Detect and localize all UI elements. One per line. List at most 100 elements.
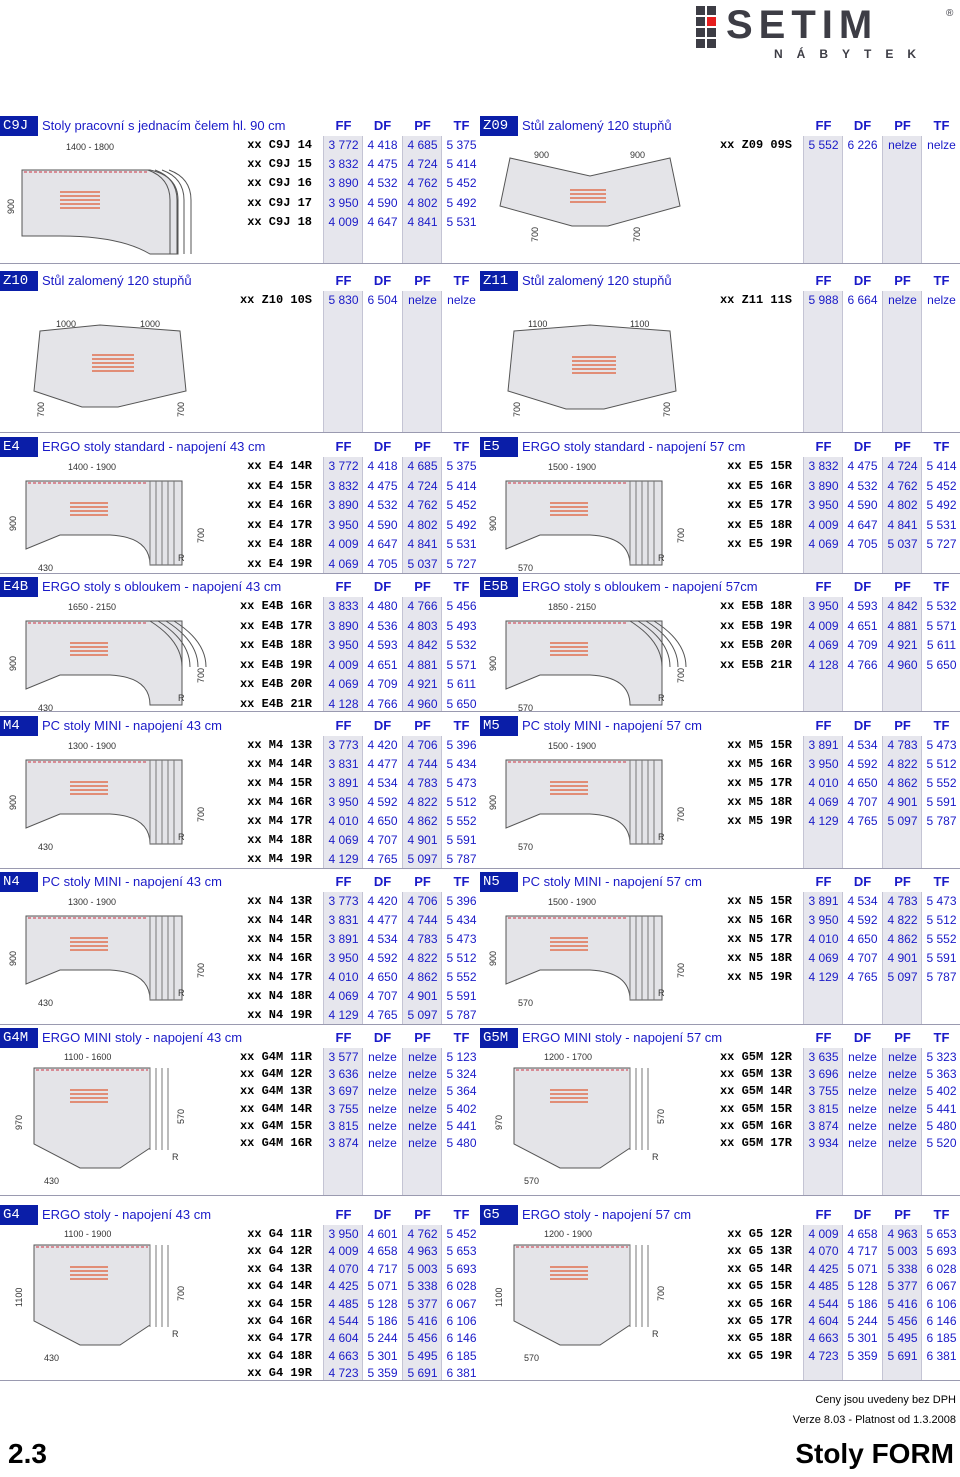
column-divider	[882, 736, 883, 869]
product-code: xx G4 19R	[247, 1366, 312, 1381]
price-cell: 4 783	[407, 932, 438, 946]
dimension-label: R	[658, 832, 665, 842]
price-column-shade	[804, 1048, 843, 1196]
section-border	[0, 573, 480, 574]
price-column-header: DF	[373, 579, 392, 594]
desk-diagram: 1200 - 1700 970 570 570 R	[494, 1052, 666, 1186]
price-cell: 3 815	[328, 1118, 359, 1133]
price-cell: nelze	[447, 293, 476, 307]
column-divider	[402, 892, 403, 1025]
price-cell: 3 697	[328, 1084, 359, 1099]
price-cell: 4 841	[887, 517, 918, 532]
price-cell: 5 377	[887, 1279, 918, 1294]
price-cell: 3 934	[808, 1136, 839, 1150]
price-column-header: TF	[933, 1030, 950, 1045]
product-code: xx G4M 11R	[239, 1050, 312, 1064]
price-row: xx E4B 16R 3 833 4 480 4 766 5 456	[0, 599, 480, 619]
product-code: xx N5 16R	[727, 913, 792, 927]
price-row: xx Z09 09S 5 552 6 226 nelze nelze	[480, 138, 960, 157]
price-cell: 5 097	[887, 814, 918, 828]
price-cell: 5 037	[407, 556, 438, 571]
product-code: xx G5M 12R	[719, 1050, 792, 1064]
column-divider	[323, 1225, 324, 1381]
price-row: xx E4 19R 4 069 4 705 5 037 5 727	[0, 557, 480, 577]
price-cell: 4 723	[808, 1348, 839, 1363]
product-code: xx G5 13R	[727, 1244, 792, 1259]
price-cell: 4 647	[847, 517, 878, 532]
price-cell: 5 003	[887, 1244, 918, 1259]
price-cell: 5 653	[926, 1227, 957, 1241]
section-header: N5 PC stoly MINI - napojení 57 cm FF DF PF TF	[480, 872, 960, 892]
dimension-label: 430	[38, 563, 53, 573]
price-column-header: DF	[853, 439, 872, 454]
product-code: xx E4B 19R	[239, 657, 312, 672]
price-row: xx N4 14R 3 831 4 477 4 744 5 434	[0, 913, 480, 932]
price-column-header: PF	[894, 579, 911, 594]
price-cell: 3 950	[328, 795, 359, 809]
price-cell: 3 950	[808, 757, 839, 771]
price-cell: 4 534	[847, 738, 878, 752]
section-e4b: E4B ERGO stoly s obloukem - napojení 43 c…	[0, 577, 480, 712]
price-cell: nelze	[888, 138, 917, 152]
product-code: xx M5 17R	[727, 776, 792, 790]
price-cell: 5 571	[446, 657, 477, 672]
price-row: xx M5 18R 4 069 4 707 4 901 5 591	[480, 795, 960, 814]
column-divider	[441, 736, 442, 869]
price-cell: 4 475	[367, 478, 398, 493]
price-cell: 5 186	[367, 1314, 398, 1328]
price-cell: 6 067	[926, 1279, 957, 1294]
price-cell: 5 071	[367, 1279, 398, 1294]
product-code: xx G5M 13R	[719, 1067, 792, 1082]
price-cell: 5 003	[407, 1261, 438, 1276]
price-cell: 4 842	[887, 599, 918, 613]
price-row: xx G5 15R 4 485 5 128 5 377 6 067	[480, 1279, 960, 1296]
column-divider	[362, 736, 363, 869]
price-cell: 5 653	[446, 1244, 477, 1259]
price-row: xx E4B 21R 4 128 4 766 4 960 5 650	[0, 697, 480, 717]
price-row: xx G5 19R 4 723 5 359 5 691 6 381	[480, 1349, 960, 1366]
price-cell: nelze	[368, 1084, 397, 1099]
price-cell: 3 772	[328, 459, 359, 473]
section-title: Stůl zalomený 120 stupňů	[42, 273, 192, 288]
dimension-label: 700	[176, 1286, 186, 1301]
price-cell: 5 128	[367, 1296, 398, 1311]
price-column-header: TF	[453, 439, 470, 454]
price-row: xx M4 16R 3 950 4 592 4 822 5 512	[0, 795, 480, 814]
desk-top	[25, 915, 183, 1001]
price-cell: 5 650	[926, 657, 957, 672]
desk-diagram: 1100 - 1900 1100 700 430 R	[14, 1229, 186, 1363]
price-cell: 5 492	[446, 517, 477, 532]
price-cell: 5 452	[446, 498, 477, 512]
price-cell: nelze	[368, 1136, 397, 1150]
price-column-shade	[324, 1225, 363, 1381]
column-divider	[842, 457, 843, 574]
section-border	[0, 432, 480, 433]
price-cell: 5 434	[446, 913, 477, 927]
price-row: xx G4M 14R 3 755 nelze nelze 5 402	[0, 1102, 480, 1119]
dimension-label: 900	[6, 199, 16, 214]
price-column-header: FF	[335, 439, 352, 454]
price-cell: nelze	[888, 1136, 917, 1150]
price-cell: 5 441	[446, 1118, 477, 1133]
price-row: xx G5 12R 4 009 4 658 4 963 5 653	[480, 1227, 960, 1244]
price-cell: 5 512	[926, 913, 957, 927]
column-divider	[921, 1048, 922, 1196]
price-row: xx M4 17R 4 010 4 650 4 862 5 552	[0, 814, 480, 833]
price-row: xx M4 14R 3 831 4 477 4 744 5 434	[0, 757, 480, 776]
price-row: xx E5B 18R 3 950 4 593 4 842 5 532	[480, 599, 960, 619]
price-column-header: TF	[933, 718, 950, 733]
price-cell: 4 705	[847, 537, 878, 551]
dimension-label: R	[652, 1152, 659, 1162]
product-code: xx G5M 14R	[719, 1084, 792, 1099]
section-header: Z10 Stůl zalomený 120 stupňů FF DF PF TF	[0, 271, 480, 291]
price-cell: 5 830	[328, 293, 359, 307]
column-divider	[921, 1225, 922, 1381]
price-cell: 4 862	[887, 776, 918, 790]
price-column-shade	[403, 136, 442, 264]
price-cell: 3 874	[808, 1118, 839, 1133]
vat-note: Ceny jsou uvedeny bez DPH	[815, 1394, 956, 1406]
price-column-header: FF	[335, 579, 352, 594]
price-row: xx G4M 13R 3 697 nelze nelze 5 364	[0, 1084, 480, 1101]
price-column-shade	[403, 1225, 442, 1381]
section-title: PC stoly MINI - napojení 57 cm	[522, 718, 702, 733]
